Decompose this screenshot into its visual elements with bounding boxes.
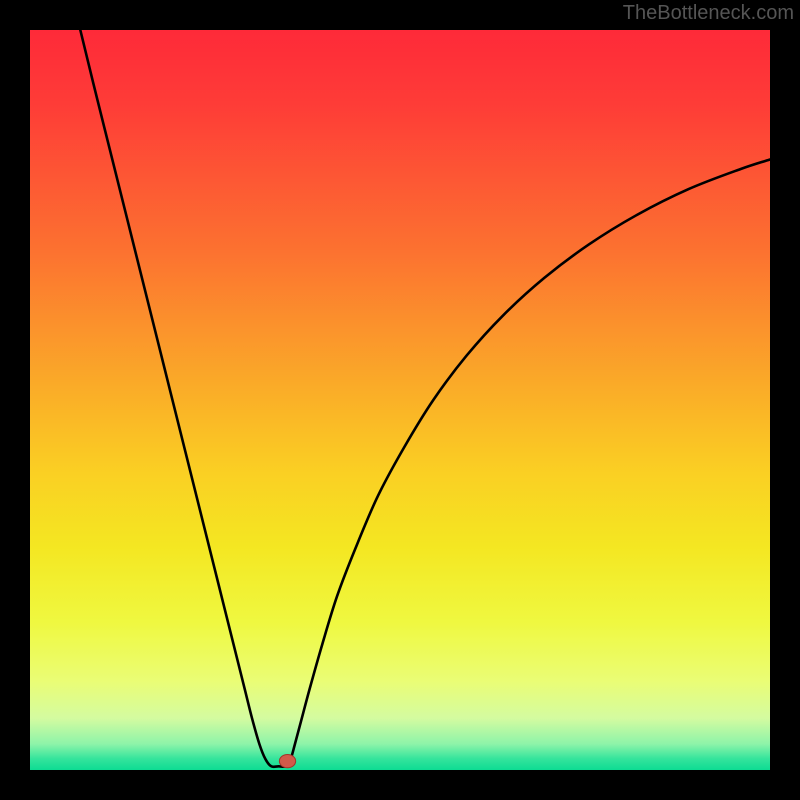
operating-point-marker (279, 754, 295, 767)
watermark-text: TheBottleneck.com (623, 2, 794, 25)
chart-frame: TheBottleneck.com (0, 0, 800, 800)
plot-background (30, 30, 770, 770)
bottleneck-chart (0, 0, 800, 800)
